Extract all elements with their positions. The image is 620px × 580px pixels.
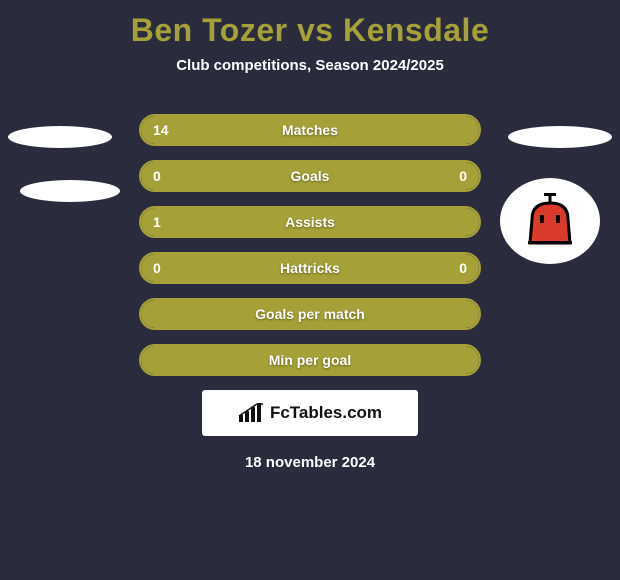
stat-label: Goals: [141, 162, 479, 190]
stat-bar-min-per-goal: Min per goal: [139, 344, 481, 376]
stat-value-right: 0: [459, 162, 467, 190]
club-badge-icon: [520, 193, 580, 249]
stat-bar-goals-per-match: Goals per match: [139, 298, 481, 330]
stat-label: Min per goal: [141, 346, 479, 374]
player-left-silhouette-bottom: [20, 180, 120, 202]
stat-label: Hattricks: [141, 254, 479, 282]
player-right-silhouette-top: [508, 126, 612, 148]
stat-bar-goals: 0 Goals 0: [139, 160, 481, 192]
footer-date: 18 november 2024: [0, 454, 620, 471]
page-title: Ben Tozer vs Kensdale: [0, 0, 620, 49]
brand-name: FcTables.com: [270, 403, 382, 423]
stat-bar-matches: 14 Matches: [139, 114, 481, 146]
player-left-silhouette-top: [8, 126, 112, 148]
brand-badge: FcTables.com: [202, 390, 418, 436]
stat-value-right: 0: [459, 254, 467, 282]
stat-label: Assists: [141, 208, 479, 236]
stat-label: Matches: [141, 116, 479, 144]
stat-label: Goals per match: [141, 300, 479, 328]
stat-bar-assists: 1 Assists: [139, 206, 481, 238]
club-badge: [500, 178, 600, 264]
stat-bar-hattricks: 0 Hattricks 0: [139, 252, 481, 284]
brand-chart-icon: [238, 403, 264, 423]
subtitle: Club competitions, Season 2024/2025: [0, 57, 620, 74]
